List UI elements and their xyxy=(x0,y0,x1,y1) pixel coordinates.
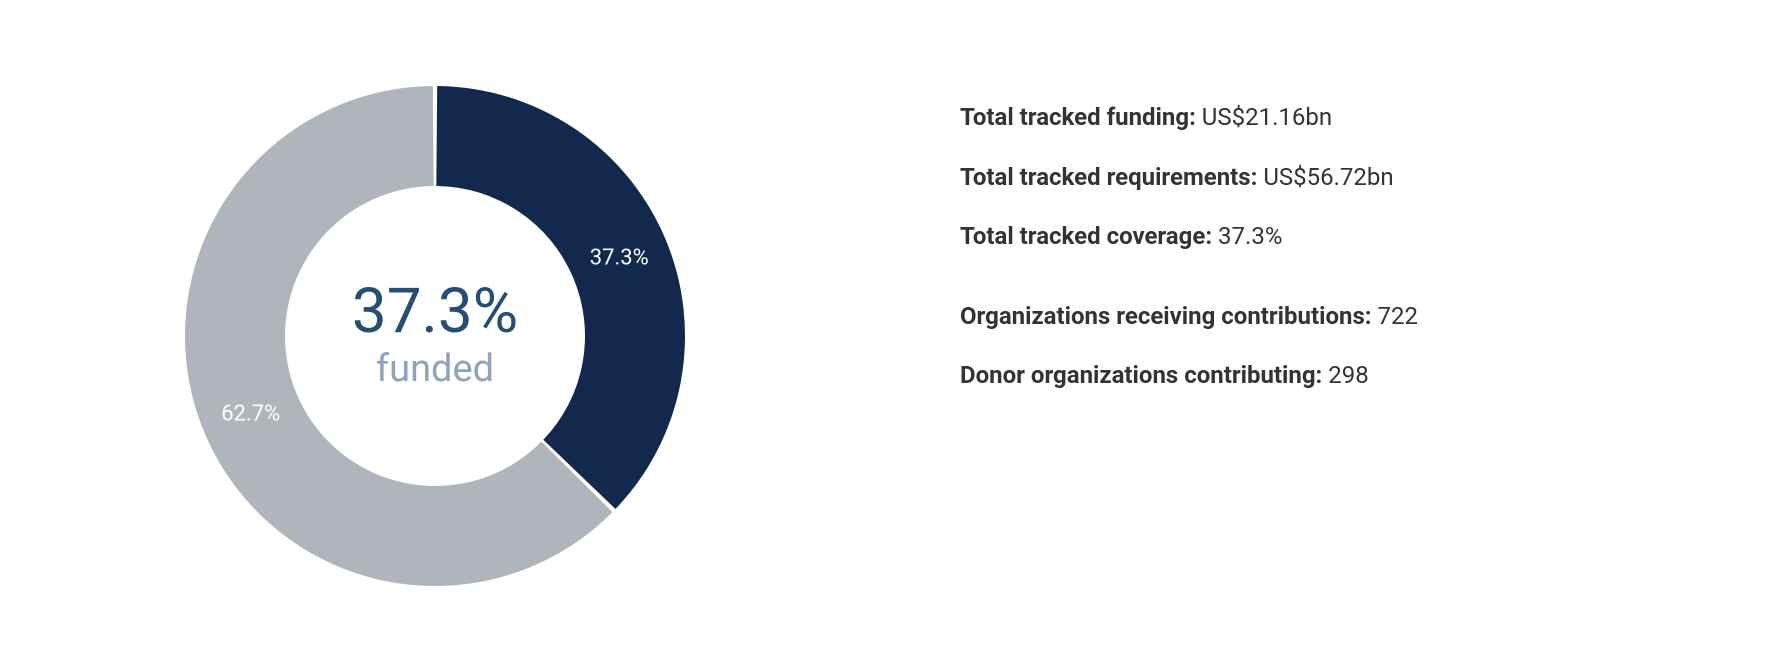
stat-value: US$56.72bn xyxy=(1263,163,1393,191)
stat-value: 298 xyxy=(1328,361,1368,389)
stat-total-coverage: Total tracked coverage: 37.3% xyxy=(960,220,1418,254)
stat-label: Total tracked requirements: xyxy=(960,163,1257,191)
stat-value: US$21.16bn xyxy=(1202,103,1332,131)
donut-chart: 37.3% funded 37.3% 62.7% xyxy=(170,71,700,601)
donut-center-label: 37.3% funded xyxy=(352,281,518,391)
dashboard-container: 37.3% funded 37.3% 62.7% Total tracked f… xyxy=(0,71,1792,601)
stat-value: 722 xyxy=(1378,302,1418,330)
stat-label: Organizations receiving contributions: xyxy=(960,302,1372,330)
stat-total-requirements: Total tracked requirements: US$56.72bn xyxy=(960,161,1418,195)
stat-label: Total tracked coverage: xyxy=(960,222,1212,250)
funded-slice-label: 37.3% xyxy=(590,246,649,271)
spacer xyxy=(960,280,1418,300)
stat-value: 37.3% xyxy=(1218,222,1282,250)
center-percent-text: 37.3% xyxy=(352,281,518,343)
stat-label: Total tracked funding: xyxy=(960,103,1196,131)
stat-label: Donor organizations contributing: xyxy=(960,361,1322,389)
center-sub-text: funded xyxy=(352,347,518,391)
unfunded-slice-label: 62.7% xyxy=(221,401,280,426)
stat-total-funding: Total tracked funding: US$21.16bn xyxy=(960,101,1418,135)
stats-panel: Total tracked funding: US$21.16bn Total … xyxy=(960,71,1418,419)
stat-orgs-receiving: Organizations receiving contributions: 7… xyxy=(960,300,1418,334)
stat-donors-contributing: Donor organizations contributing: 298 xyxy=(960,359,1418,393)
